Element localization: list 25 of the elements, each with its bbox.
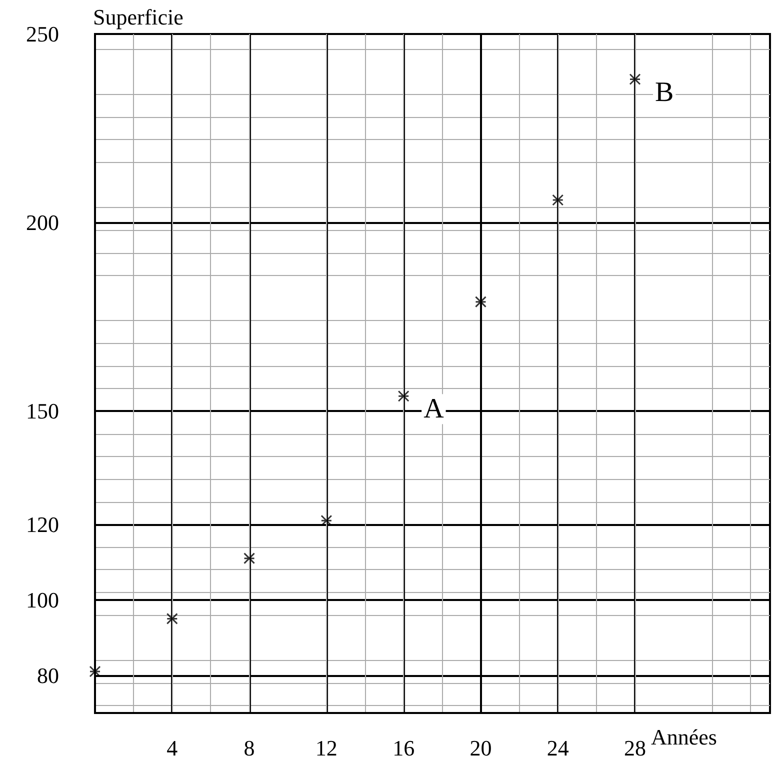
point (474, 296, 486, 308)
point (244, 552, 256, 564)
y-tick-label: 80 (37, 662, 59, 688)
y-tick-label: 120 (26, 512, 59, 537)
y-tick-label: 200 (26, 210, 59, 236)
x-tick-label: 4 (166, 736, 178, 760)
point (629, 74, 641, 86)
y-tick-label: 100 (26, 587, 59, 612)
annotation: A (424, 394, 445, 425)
x-tick-label: 28 (624, 736, 646, 760)
point (552, 194, 564, 206)
x-tick-label: 12 (315, 736, 338, 760)
x-tick-label: 20 (470, 736, 492, 760)
point (320, 514, 332, 526)
point (166, 612, 178, 624)
x-tick-label: 16 (392, 736, 415, 760)
point (89, 666, 101, 678)
y-axis-title: Superficie (93, 4, 184, 30)
point (398, 390, 410, 402)
y-tick-label: 250 (26, 22, 59, 46)
y-tick-label: 150 (26, 398, 59, 424)
x-axis-title: Années (651, 724, 717, 750)
annotation: B (655, 76, 674, 108)
x-tick-label: 8 (244, 736, 255, 760)
x-tick-label: 24 (546, 736, 569, 760)
